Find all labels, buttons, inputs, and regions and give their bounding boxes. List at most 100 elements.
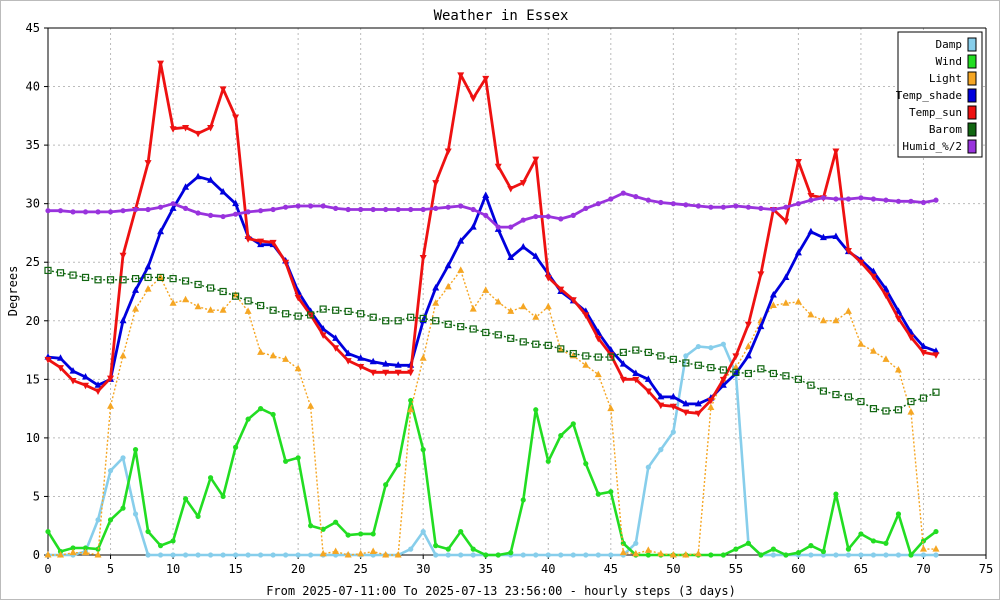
data-point-humid-2-71 bbox=[933, 197, 939, 203]
data-point-humid-2-33 bbox=[458, 203, 464, 209]
data-point-light-25 bbox=[357, 549, 365, 557]
data-point-barom-24 bbox=[344, 307, 352, 316]
data-point-barom-33 bbox=[457, 323, 465, 331]
data-point-damp-38 bbox=[520, 552, 526, 558]
data-point-light-2 bbox=[69, 548, 77, 556]
data-point-barom-41 bbox=[557, 345, 565, 353]
series-line-temp-sun bbox=[47, 61, 937, 415]
data-point-temp-sun-27 bbox=[382, 369, 390, 377]
data-point-humid-2-36 bbox=[495, 224, 501, 230]
legend-swatch-wind bbox=[967, 54, 977, 69]
data-point-wind-28 bbox=[395, 462, 401, 468]
data-point-temp-sun-52 bbox=[694, 410, 702, 418]
data-point-light-46 bbox=[619, 548, 627, 556]
data-point-temp-sun-25 bbox=[357, 363, 365, 371]
data-point-barom-39 bbox=[532, 340, 540, 348]
data-point-wind-24 bbox=[345, 532, 351, 538]
data-point-barom-32 bbox=[444, 320, 452, 328]
data-point-humid-2-64 bbox=[845, 196, 852, 202]
y-axis-label: Degrees bbox=[6, 266, 20, 317]
data-point-barom-56 bbox=[744, 369, 752, 378]
data-point-temp-sun-2 bbox=[69, 378, 77, 385]
data-point-light-41 bbox=[557, 346, 565, 353]
data-point-wind-40 bbox=[545, 458, 551, 464]
y-tick-label-0: 0 bbox=[33, 548, 40, 562]
data-point-barom-64 bbox=[844, 393, 853, 401]
data-point-temp-sun-3 bbox=[82, 382, 90, 390]
data-point-temp-sun-69 bbox=[907, 334, 915, 342]
data-point-light-44 bbox=[594, 370, 602, 378]
data-point-temp-shade-7 bbox=[132, 286, 140, 293]
data-point-light-18 bbox=[269, 351, 277, 359]
data-point-barom-22 bbox=[319, 305, 327, 313]
data-point-damp-19 bbox=[283, 552, 289, 558]
data-point-damp-13 bbox=[207, 552, 214, 558]
data-point-light-23 bbox=[332, 547, 340, 554]
data-point-humid-2-18 bbox=[270, 206, 276, 213]
data-point-damp-67 bbox=[883, 552, 889, 558]
data-point-damp-12 bbox=[195, 552, 201, 558]
data-point-temp-sun-0 bbox=[44, 356, 52, 364]
data-point-wind-59 bbox=[783, 552, 789, 558]
data-point-humid-2-57 bbox=[758, 205, 764, 211]
data-point-wind-56 bbox=[745, 540, 751, 546]
data-point-light-59 bbox=[782, 299, 790, 306]
data-point-wind-11 bbox=[182, 496, 189, 502]
data-point-temp-sun-17 bbox=[257, 238, 265, 246]
data-point-humid-2-42 bbox=[570, 212, 576, 218]
data-point-humid-2-24 bbox=[345, 206, 351, 213]
legend-swatch-barom bbox=[967, 122, 977, 137]
legend-label-barom: Barom bbox=[929, 123, 962, 136]
data-point-wind-36 bbox=[495, 552, 501, 558]
data-point-damp-61 bbox=[808, 552, 814, 558]
data-point-wind-48 bbox=[645, 552, 651, 558]
data-point-humid-2-10 bbox=[170, 201, 176, 207]
data-point-barom-48 bbox=[644, 348, 652, 356]
data-point-damp-7 bbox=[132, 511, 139, 517]
legend-label-temp-shade: Temp_shade bbox=[896, 89, 962, 102]
data-point-temp-sun-40 bbox=[544, 274, 552, 282]
data-point-humid-2-12 bbox=[195, 210, 201, 216]
data-point-light-9 bbox=[157, 273, 165, 280]
data-point-temp-shade-70 bbox=[919, 342, 927, 350]
legend-swatch-humid-2 bbox=[967, 139, 977, 154]
data-point-wind-63 bbox=[833, 491, 839, 497]
data-point-wind-71 bbox=[933, 528, 939, 535]
data-point-humid-2-68 bbox=[895, 198, 902, 204]
data-point-temp-sun-14 bbox=[219, 86, 227, 93]
data-point-wind-14 bbox=[220, 493, 226, 500]
data-point-barom-4 bbox=[94, 276, 102, 284]
data-point-temp-sun-1 bbox=[57, 365, 65, 372]
y-tick-label-4: 20 bbox=[26, 314, 40, 328]
data-point-temp-shade-57 bbox=[757, 322, 765, 330]
data-point-temp-shade-27 bbox=[382, 360, 390, 367]
data-point-light-64 bbox=[844, 307, 852, 314]
data-point-humid-2-7 bbox=[132, 206, 139, 213]
data-point-temp-shade-26 bbox=[369, 357, 377, 365]
data-point-damp-49 bbox=[658, 447, 664, 453]
chart-title: Weather in Essex bbox=[434, 8, 569, 24]
data-point-barom-36 bbox=[494, 331, 502, 339]
data-point-barom-14 bbox=[219, 287, 227, 296]
data-point-barom-12 bbox=[194, 280, 202, 289]
y-tick-label-9: 45 bbox=[26, 21, 40, 35]
data-point-humid-2-28 bbox=[395, 206, 401, 213]
data-point-humid-2-47 bbox=[633, 194, 639, 200]
data-point-humid-2-70 bbox=[920, 199, 927, 206]
series-line-wind bbox=[46, 399, 937, 557]
data-point-damp-10 bbox=[170, 552, 176, 558]
y-tick-label-2: 10 bbox=[26, 431, 40, 445]
data-point-temp-shade-38 bbox=[519, 242, 527, 250]
data-point-barom-44 bbox=[594, 353, 602, 361]
data-point-barom-28 bbox=[394, 317, 402, 325]
data-point-humid-2-15 bbox=[233, 211, 239, 217]
data-point-temp-shade-61 bbox=[807, 227, 815, 235]
data-point-temp-shade-34 bbox=[469, 223, 477, 230]
data-point-barom-58 bbox=[769, 369, 777, 378]
data-point-humid-2-25 bbox=[358, 206, 364, 213]
data-point-temp-sun-56 bbox=[744, 321, 752, 329]
data-point-wind-69 bbox=[908, 552, 914, 558]
x-tick-label-0: 0 bbox=[44, 562, 51, 576]
data-point-barom-16 bbox=[244, 297, 252, 305]
